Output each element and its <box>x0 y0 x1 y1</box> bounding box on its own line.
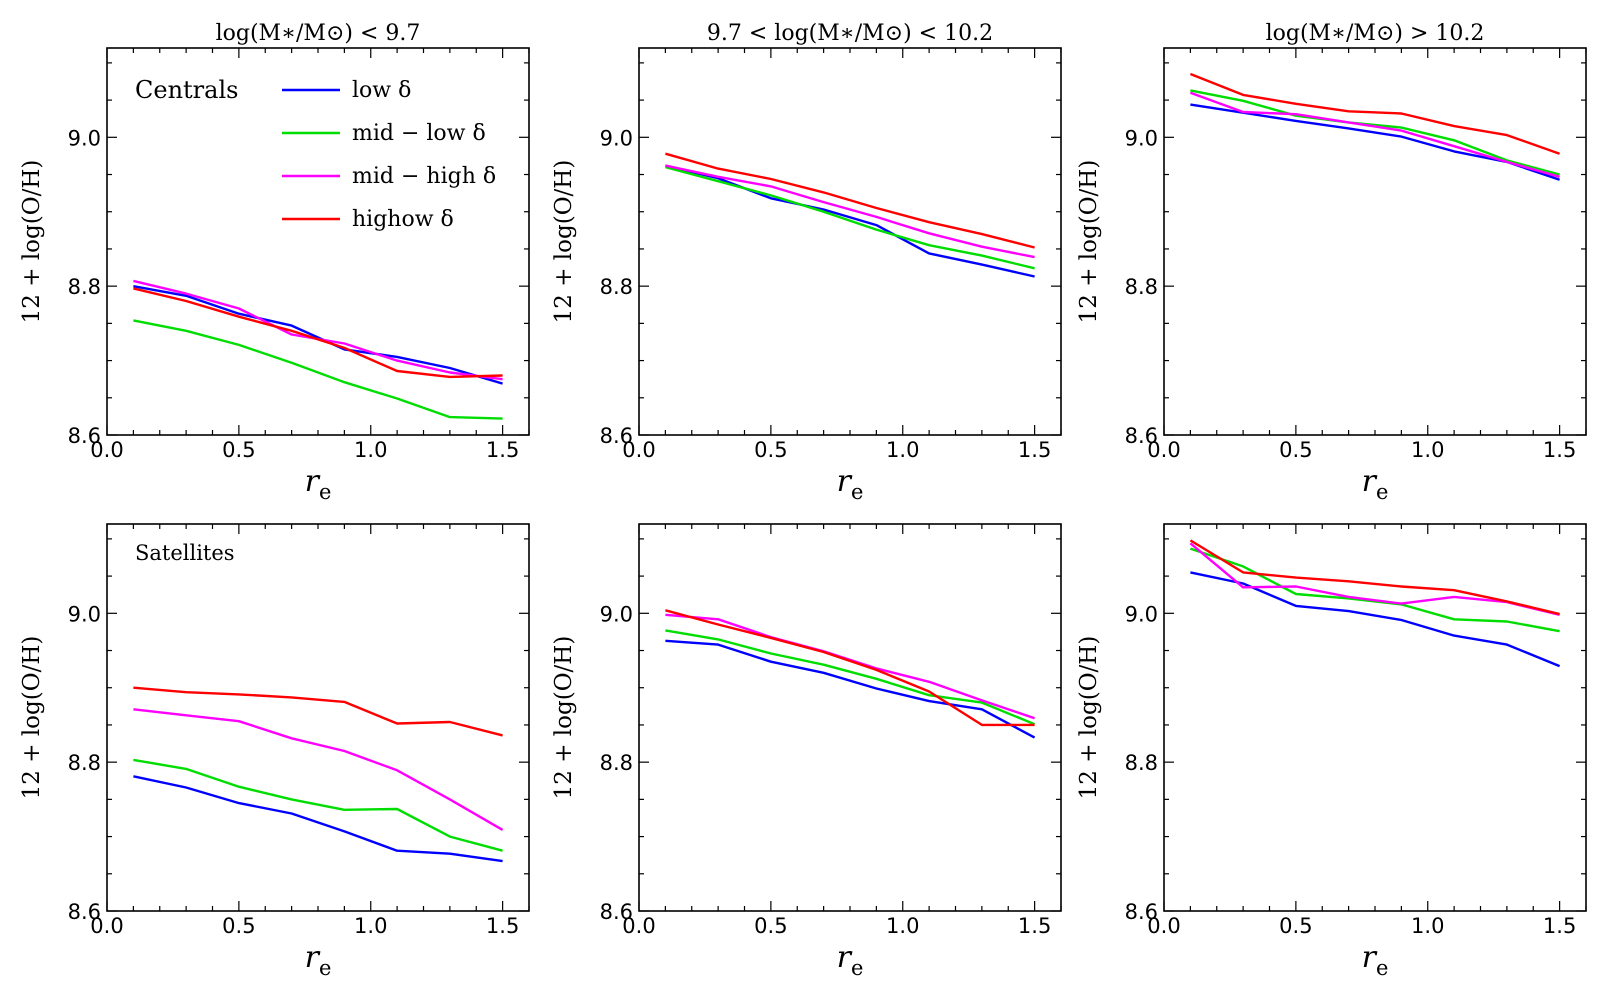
legend: low δ mid − low δ mid − high δ highow δ <box>282 78 496 232</box>
x-tick-label: 1.5 <box>1018 914 1051 938</box>
y-tick-label: 8.6 <box>1125 424 1158 448</box>
y-tick-label: 8.8 <box>68 275 101 299</box>
x-tick-label: 0.5 <box>222 914 255 938</box>
x-tick-label: 0.5 <box>1279 914 1312 938</box>
series-line-2 <box>665 629 1036 726</box>
x-tick-label: 0.0 <box>622 914 655 938</box>
x-tick-label: 0.0 <box>90 914 123 938</box>
panel-4: 0.0 0.5 1.0 1.5 8.6 8.8 9.0 re 12 + log(O/H) Sate… <box>19 523 530 980</box>
panel-annotation: Satellites <box>135 541 235 565</box>
x-tick-label: 1.0 <box>354 914 387 938</box>
series-line-3 <box>665 164 1035 259</box>
series-line-2 <box>665 165 1035 270</box>
x-tick-label: 0.5 <box>754 914 787 938</box>
plot-frame <box>638 47 1062 436</box>
plot-frame <box>1163 523 1587 912</box>
x-tick-label: 1.0 <box>1411 914 1444 938</box>
series-line-4 <box>665 152 1035 249</box>
x-axis-label: re <box>305 464 332 504</box>
x-tick-label: 1.5 <box>1018 438 1051 462</box>
series-line-1 <box>133 285 503 385</box>
y-tick-label: 8.6 <box>68 900 101 924</box>
legend-label: mid − high δ <box>352 164 496 189</box>
series-line-2 <box>1190 89 1560 176</box>
plot-frame <box>106 523 530 912</box>
y-tick-label: 8.6 <box>68 424 101 448</box>
series-line-1 <box>1190 103 1560 181</box>
panel-5: 0.0 0.5 1.0 1.5 8.6 8.8 9.0 re 12 + log(O/H) <box>551 523 1062 980</box>
panel-6: 0.0 0.5 1.0 1.5 8.6 8.8 9.0 re 12 + log(O/H) <box>1076 523 1587 980</box>
series-line-4 <box>1189 72 1560 155</box>
series-line-3 <box>1189 91 1560 178</box>
legend-label: mid − low δ <box>352 121 486 146</box>
panel-title: log(M∗/M⊙) < 9.7 <box>216 21 421 46</box>
y-tick-label: 8.6 <box>600 900 633 924</box>
x-tick-label: 1.0 <box>354 438 387 462</box>
x-tick-label: 0.0 <box>1147 438 1180 462</box>
y-tick-label: 9.0 <box>1125 602 1158 626</box>
x-tick-label: 1.5 <box>1543 438 1576 462</box>
y-tick-label: 8.8 <box>1125 751 1158 775</box>
series-line-4 <box>665 609 1035 727</box>
y-axis-label: 12 + log(O/H) <box>551 160 577 324</box>
legend-label: highow δ <box>352 207 454 232</box>
x-axis-label: re <box>1362 464 1389 504</box>
series-line-1 <box>133 775 503 863</box>
series-line-3 <box>133 708 504 831</box>
y-axis-label: 12 + log(O/H) <box>1076 160 1102 324</box>
x-axis-label: re <box>837 464 864 504</box>
y-axis-label: 12 + log(O/H) <box>551 636 577 800</box>
series-line-2 <box>1190 547 1560 633</box>
y-tick-label: 9.0 <box>68 126 101 150</box>
series-line-1 <box>665 164 1035 278</box>
series-line-4 <box>133 686 503 737</box>
x-tick-label: 0.0 <box>622 438 655 462</box>
y-tick-label: 9.0 <box>600 602 633 626</box>
x-tick-label: 0.5 <box>1279 438 1312 462</box>
y-tick-label: 8.6 <box>600 424 633 448</box>
panel-3: 0.0 0.5 1.0 1.5 8.6 8.8 9.0 re 12 + log(O/H) log(… <box>1076 21 1587 504</box>
x-axis-label: re <box>1362 940 1389 980</box>
x-axis-label: re <box>305 940 332 980</box>
y-tick-label: 8.8 <box>600 275 633 299</box>
y-tick-label: 9.0 <box>600 126 633 150</box>
y-tick-label: 8.6 <box>1125 900 1158 924</box>
series-line-4 <box>1189 539 1560 616</box>
x-tick-label: 1.0 <box>886 438 919 462</box>
panel-annotation: Centrals <box>135 76 238 104</box>
x-tick-label: 1.0 <box>886 914 919 938</box>
panel-title: 9.7 < log(M∗/M⊙) < 10.2 <box>707 21 993 46</box>
x-tick-label: 1.5 <box>1543 914 1576 938</box>
x-tick-label: 1.5 <box>486 438 519 462</box>
y-tick-label: 9.0 <box>68 602 101 626</box>
series-line-3 <box>1189 542 1560 616</box>
y-tick-label: 8.8 <box>600 751 633 775</box>
x-tick-label: 1.0 <box>1411 438 1444 462</box>
y-tick-label: 8.8 <box>1125 275 1158 299</box>
series-line-2 <box>133 319 503 420</box>
y-axis-label: 12 + log(O/H) <box>1076 636 1102 800</box>
panel-1: 0.0 0.5 1.0 1.5 8.6 8.8 9.0 re 12 + log(O/H) log(… <box>19 21 530 504</box>
x-tick-label: 1.5 <box>486 914 519 938</box>
x-tick-label: 0.0 <box>90 438 123 462</box>
x-tick-label: 0.5 <box>754 438 787 462</box>
y-tick-label: 8.8 <box>68 751 101 775</box>
y-tick-label: 9.0 <box>1125 126 1158 150</box>
series-line-2 <box>133 758 503 852</box>
x-tick-label: 0.0 <box>1147 914 1180 938</box>
y-axis-label: 12 + log(O/H) <box>19 636 45 800</box>
series-line-4 <box>133 287 503 379</box>
panel-2: 0.0 0.5 1.0 1.5 8.6 8.8 9.0 re 12 + log(O/H) 9.7 … <box>551 21 1062 504</box>
y-axis-label: 12 + log(O/H) <box>19 160 45 324</box>
x-axis-label: re <box>837 940 864 980</box>
series-line-1 <box>665 639 1036 739</box>
legend-label: low δ <box>352 78 411 103</box>
x-tick-label: 0.5 <box>222 438 255 462</box>
panel-title: log(M∗/M⊙) > 10.2 <box>1266 21 1485 46</box>
